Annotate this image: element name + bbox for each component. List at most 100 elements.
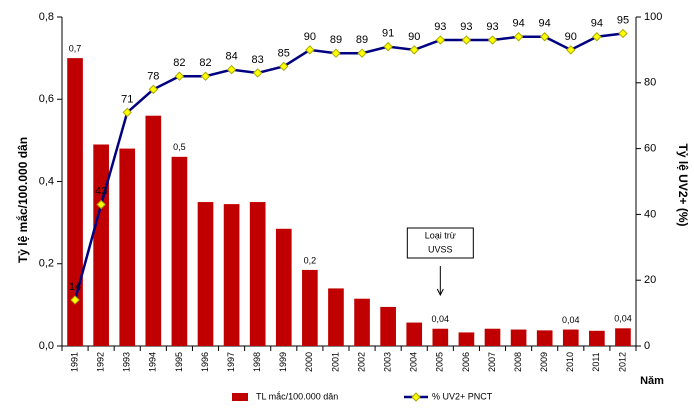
- bar: [380, 306, 396, 346]
- line-marker: [331, 48, 341, 58]
- x-tick-label: 2009: [539, 352, 549, 372]
- line-value-label: 94: [512, 18, 524, 30]
- line-marker: [148, 84, 159, 95]
- bar: [406, 322, 423, 346]
- x-tick-label: 2007: [487, 352, 497, 372]
- bar-value-label: 0,04: [432, 314, 450, 324]
- bar: [484, 328, 501, 346]
- line-marker: [226, 64, 237, 75]
- bar: [536, 330, 553, 346]
- line-marker: [539, 32, 550, 42]
- legend-label: TL mắc/100.000 dân: [256, 391, 338, 401]
- y-axis-label: Tỷ lệ mắc/100.000 dân: [15, 137, 30, 263]
- x-tick-label: 2008: [513, 352, 523, 372]
- line-value-label: 43: [95, 185, 107, 197]
- bar: [171, 156, 188, 346]
- line-marker: [618, 28, 628, 39]
- y2-tick-label: 60: [644, 143, 656, 155]
- x-tick-label: 2003: [383, 352, 393, 372]
- bar-value-label: 0,7: [69, 44, 82, 54]
- y-tick-label: 0,8: [39, 11, 54, 23]
- line-marker: [96, 199, 106, 210]
- bar: [458, 332, 475, 346]
- bar: [223, 204, 240, 346]
- legend-swatch: [232, 393, 248, 401]
- y2-axis-label: Tỷ lệ UV2+ (%): [676, 143, 690, 226]
- line-value-label: 84: [225, 51, 237, 63]
- line-value-label: 85: [278, 47, 290, 59]
- line-value-label: 89: [330, 34, 342, 46]
- bar: [510, 329, 527, 346]
- line-marker: [513, 32, 524, 42]
- y2-tick-label: 100: [644, 11, 662, 23]
- legend-marker: [411, 392, 421, 402]
- bar: [275, 228, 292, 346]
- line-marker: [487, 35, 498, 45]
- line-marker: [252, 68, 263, 78]
- y-tick-label: 0,4: [39, 175, 54, 187]
- line-value-label: 94: [539, 18, 551, 30]
- annotation-box: [406, 227, 474, 259]
- x-tick-label: 1995: [174, 352, 184, 372]
- line: [73, 32, 624, 301]
- line-value-label: 94: [591, 18, 603, 30]
- line-marker: [566, 45, 576, 55]
- x-tick-label: 1996: [200, 352, 210, 372]
- line-marker: [461, 35, 472, 45]
- bar: [197, 202, 214, 346]
- line-marker: [357, 48, 367, 58]
- x-axis-label: Năm: [640, 375, 664, 387]
- line-value-label: 93: [486, 21, 498, 33]
- x-tick-label: 1994: [148, 352, 158, 372]
- line-marker: [592, 32, 602, 42]
- x-tick-label: 2002: [356, 352, 366, 372]
- line-value-label: 82: [199, 57, 211, 69]
- line-value-label: 82: [173, 57, 185, 69]
- line-marker: [279, 61, 289, 72]
- line-value-label: 95: [617, 14, 629, 26]
- bar-value-label: 0,04: [562, 315, 580, 325]
- line-marker: [70, 295, 80, 305]
- y2-tick-label: 40: [644, 208, 656, 220]
- x-tick-label: 1998: [252, 352, 262, 372]
- bar: [119, 148, 136, 346]
- x-tick-label: 1993: [122, 352, 132, 372]
- x-tick-label: 2005: [435, 352, 445, 372]
- x-tick-label: 2012: [617, 352, 627, 372]
- bar: [249, 202, 266, 346]
- line-value-label: 93: [434, 21, 446, 33]
- annotation-text: UVSS: [428, 244, 453, 254]
- y-tick-label: 0,0: [39, 340, 54, 352]
- bar: [145, 115, 162, 346]
- bar: [615, 328, 631, 346]
- line-marker: [435, 35, 446, 45]
- line-marker: [383, 41, 393, 52]
- x-tick-label: 2004: [409, 352, 419, 372]
- bar-value-label: 0,5: [173, 142, 186, 152]
- x-tick-label: 2010: [565, 352, 575, 372]
- line-value-label: 83: [252, 54, 264, 66]
- line-value-label: 90: [565, 31, 577, 43]
- line-value-label: 93: [460, 21, 472, 33]
- line-value-label: 90: [304, 31, 316, 43]
- line-value-label: 14: [69, 281, 81, 293]
- bar: [432, 328, 449, 346]
- line-marker: [200, 71, 211, 81]
- bar-value-label: 0,2: [304, 255, 317, 265]
- bar: [302, 269, 318, 346]
- line-value-label: 78: [147, 70, 159, 82]
- y2-tick-label: 20: [644, 274, 656, 286]
- x-tick-label: 2001: [330, 352, 340, 372]
- line-value-label: 71: [121, 93, 133, 105]
- y-tick-label: 0,2: [39, 258, 54, 270]
- x-tick-label: 1992: [96, 352, 106, 372]
- x-tick-label: 2011: [591, 352, 601, 371]
- y-tick-label: 0,6: [39, 93, 54, 105]
- bar: [354, 298, 370, 346]
- y2-tick-label: 0: [644, 340, 650, 352]
- bar: [562, 329, 579, 346]
- bar-value-label: 0,04: [614, 314, 632, 324]
- bar: [67, 58, 83, 346]
- bar: [93, 144, 109, 346]
